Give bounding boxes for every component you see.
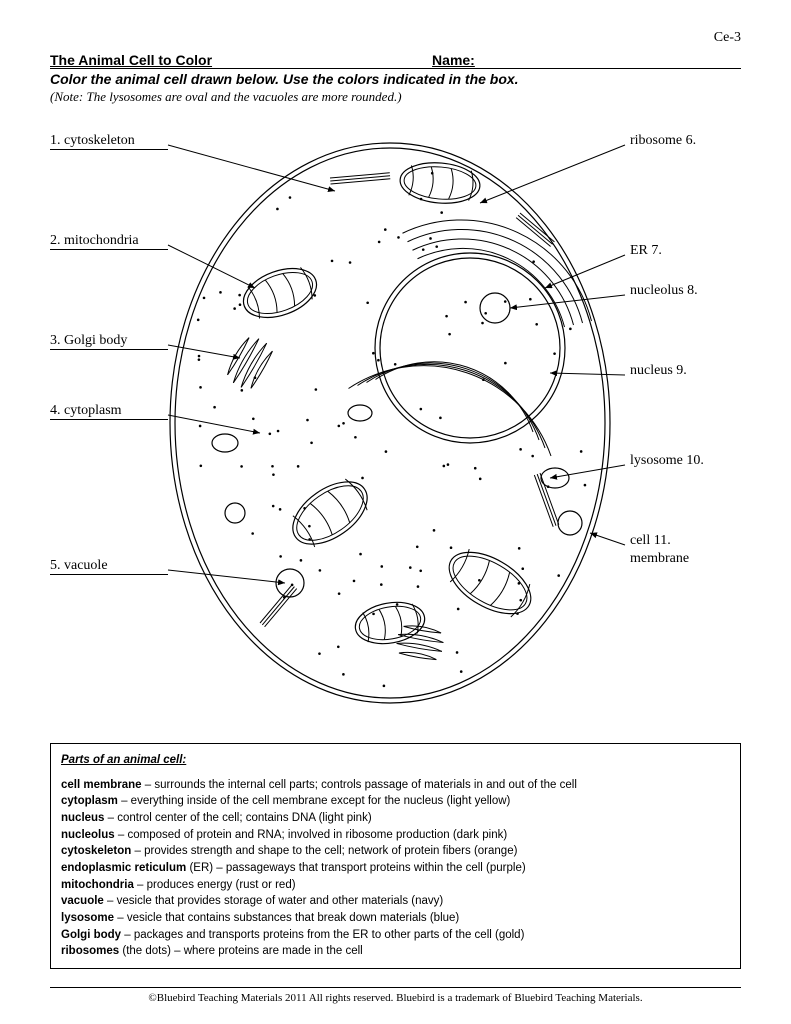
cell-diagram: [50, 113, 740, 733]
cell-diagram-area: 1. cytoskeleton2. mitochondria3. Golgi b…: [50, 113, 741, 733]
page-number: Ce-3: [714, 30, 741, 46]
note-text: (Note: The lysosomes are oval and the va…: [50, 89, 741, 105]
parts-row-2: nucleus – control center of the cell; co…: [61, 810, 730, 827]
parts-row-10: ribosomes (the dots) – where proteins ar…: [61, 943, 730, 960]
parts-row-1: cytoplasm – everything inside of the cel…: [61, 793, 730, 810]
worksheet-title: The Animal Cell to Color: [50, 52, 212, 68]
parts-row-9: Golgi body – packages and transports pro…: [61, 927, 730, 944]
parts-row-3: nucleolus – composed of protein and RNA;…: [61, 827, 730, 844]
parts-title: Parts of an animal cell:: [61, 752, 730, 769]
header-line: The Animal Cell to Color Name:: [50, 52, 741, 69]
parts-row-4: cytoskeleton – provides strength and sha…: [61, 843, 730, 860]
footer-copyright: ©Bluebird Teaching Materials 2011 All ri…: [50, 987, 741, 1004]
parts-row-7: vacuole – vesicle that provides storage …: [61, 893, 730, 910]
parts-row-8: lysosome – vesicle that contains substan…: [61, 910, 730, 927]
parts-row-6: mitochondria – produces energy (rust or …: [61, 877, 730, 894]
instruction-text: Color the animal cell drawn below. Use t…: [50, 71, 741, 87]
parts-row-0: cell membrane – surrounds the internal c…: [61, 777, 730, 794]
parts-legend-box: Parts of an animal cell: cell membrane –…: [50, 743, 741, 969]
name-field-label: Name:: [432, 52, 475, 68]
parts-row-5: endoplasmic reticulum (ER) – passageways…: [61, 860, 730, 877]
